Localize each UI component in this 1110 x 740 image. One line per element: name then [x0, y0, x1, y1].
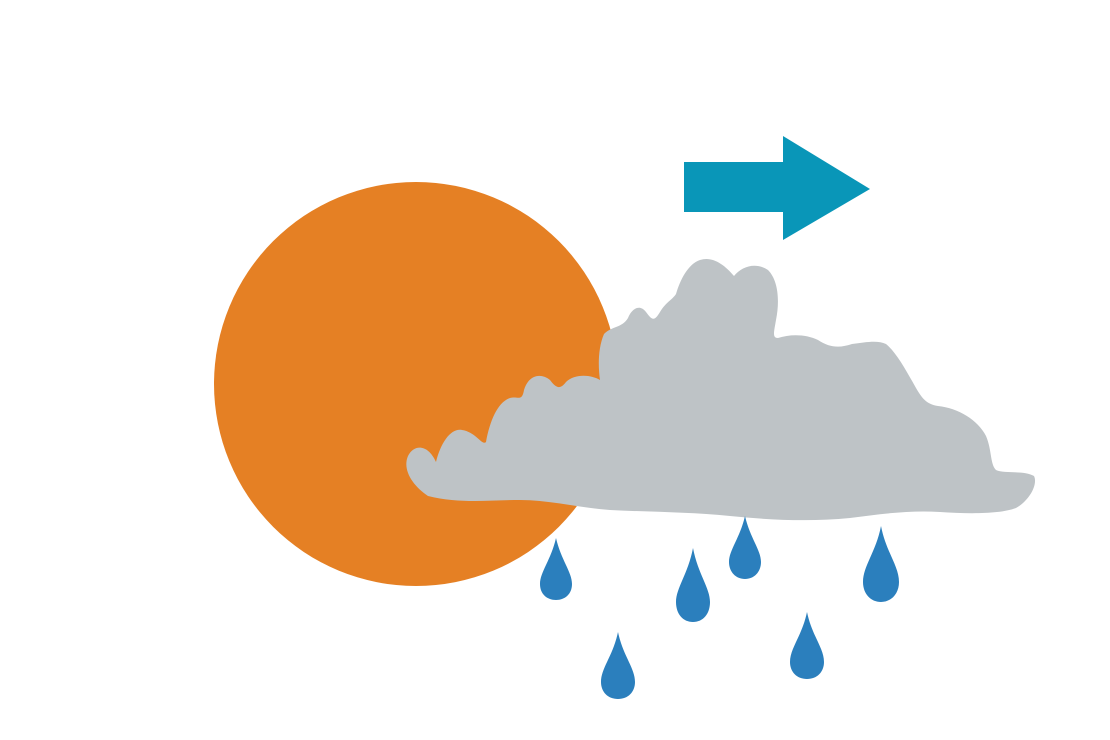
sun-icon [214, 182, 618, 586]
raindrop-icon [601, 632, 635, 699]
raindrop-icon [729, 516, 761, 579]
raindrop-icon [790, 612, 824, 679]
raindrop-icon [540, 538, 572, 600]
cloud-icon [406, 258, 1036, 521]
raindrop-icon [863, 526, 899, 602]
raindrop-icon [676, 548, 710, 622]
raindrops [540, 516, 899, 699]
arrow-right-icon [684, 136, 870, 240]
